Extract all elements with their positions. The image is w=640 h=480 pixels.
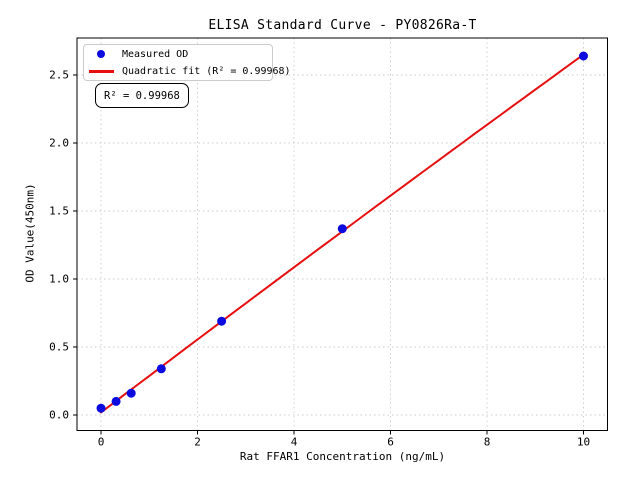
x-tick-label: 2: [194, 436, 201, 449]
x-axis-label: Rat FFAR1 Concentration (ng/mL): [239, 450, 446, 463]
x-tick-label: 4: [291, 436, 298, 449]
r-squared-annotation-text: R² = 0.99968: [104, 89, 180, 102]
legend: Measured OD Quadratic fit (R² = 0.99968): [83, 44, 291, 81]
data-point: [217, 316, 227, 326]
r-squared-annotation: R² = 0.99968: [95, 83, 189, 108]
data-point: [156, 364, 166, 374]
chart-title: ELISA Standard Curve - PY0826Ra-T: [208, 18, 477, 33]
data-point: [126, 388, 136, 398]
y-tick-label: 0.0: [49, 409, 69, 422]
data-point: [579, 51, 588, 61]
data-point: [111, 396, 121, 406]
x-tick-label: 6: [387, 436, 394, 449]
plot-border: [76, 37, 608, 431]
x-tick-label: 8: [484, 436, 491, 449]
y-tick-label: 1.5: [49, 205, 69, 218]
y-tick-label: 2.0: [49, 137, 69, 150]
quadratic-fit-line: [100, 53, 585, 414]
legend-item-measured-od: Measured OD: [88, 47, 268, 61]
data-point: [337, 224, 347, 234]
red-line-marker-icon: [88, 69, 114, 73]
y-tick-label: 0.5: [49, 341, 69, 354]
data-point: [96, 403, 106, 413]
legend-label-quadratic-fit: Quadratic fit (R² = 0.99968): [122, 65, 291, 77]
legend-label-measured-od: Measured OD: [122, 48, 189, 60]
x-tick-label: 10: [577, 436, 590, 449]
legend-item-quadratic-fit: Quadratic fit (R² = 0.99968): [88, 64, 291, 78]
y-tick-label: 1.0: [49, 273, 69, 286]
y-tick-label: 2.5: [49, 69, 69, 82]
x-tick-label: 0: [98, 436, 105, 449]
blue-circle-marker-icon: [97, 50, 105, 58]
